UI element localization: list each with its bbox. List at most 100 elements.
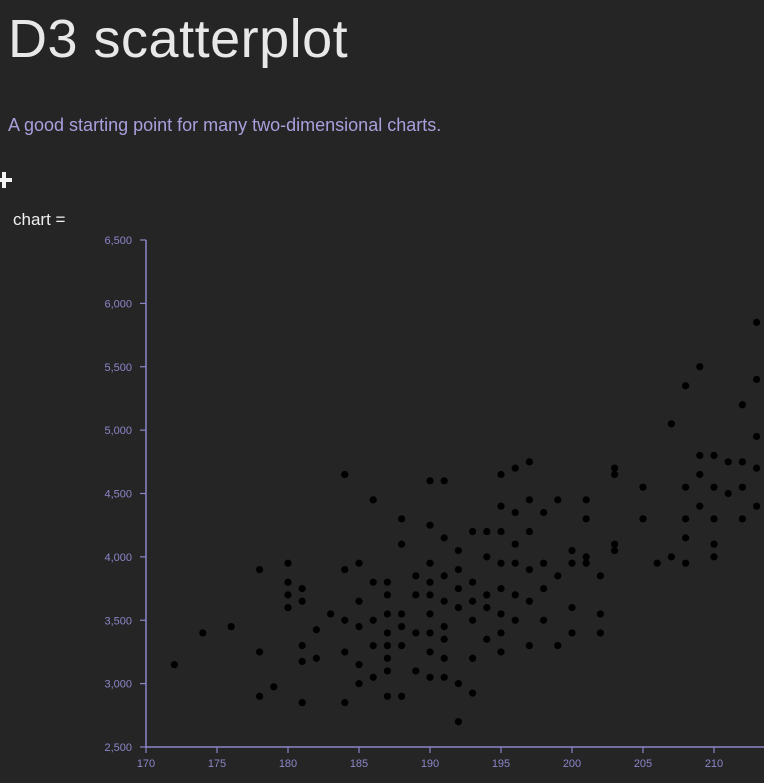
scatter-point — [512, 509, 519, 516]
scatter-point — [682, 484, 689, 491]
scatter-point — [370, 496, 377, 503]
scatter-point — [611, 465, 618, 472]
scatter-point — [341, 699, 348, 706]
scatter-point — [710, 553, 717, 560]
scatter-point — [497, 471, 504, 478]
scatter-point — [412, 667, 419, 674]
scatter-point — [568, 547, 575, 554]
x-tick-label: 175 — [208, 758, 226, 770]
scatter-point — [455, 566, 462, 573]
scatter-point — [412, 591, 419, 598]
scatter-point — [441, 572, 448, 579]
scatter-point — [568, 604, 575, 611]
scatter-point — [512, 591, 519, 598]
scatter-point — [696, 452, 703, 459]
scatter-point — [441, 623, 448, 630]
scatter-point — [398, 515, 405, 522]
scatter-point — [512, 617, 519, 624]
scatter-point — [483, 528, 490, 535]
y-tick-label: 4,000 — [104, 552, 132, 564]
scatter-point — [583, 496, 590, 503]
scatter-point — [597, 572, 604, 579]
scatter-point — [526, 566, 533, 573]
scatter-point — [497, 503, 504, 510]
scatter-point — [441, 598, 448, 605]
scatter-point — [526, 496, 533, 503]
scatter-point — [583, 515, 590, 522]
scatter-point — [512, 560, 519, 567]
scatter-point — [455, 547, 462, 554]
scatter-point — [554, 642, 561, 649]
scatter-point — [355, 560, 362, 567]
add-cell-button[interactable] — [0, 171, 14, 189]
scatter-point — [753, 319, 760, 326]
scatter-point — [469, 528, 476, 535]
scatter-point — [313, 655, 320, 662]
scatter-point — [696, 363, 703, 370]
scatter-point — [540, 585, 547, 592]
scatter-point — [526, 528, 533, 535]
scatter-point — [171, 661, 178, 668]
scatter-point — [299, 642, 306, 649]
scatter-point — [256, 648, 263, 655]
scatter-point — [497, 528, 504, 535]
scatter-point — [270, 683, 277, 690]
scatter-point — [398, 642, 405, 649]
y-tick-label: 6,000 — [104, 298, 132, 310]
y-tick-label: 4,500 — [104, 489, 132, 501]
scatter-point — [611, 541, 618, 548]
scatter-point — [540, 509, 547, 516]
scatter-point — [725, 490, 732, 497]
scatter-point — [526, 598, 533, 605]
scatter-point — [370, 617, 377, 624]
scatter-point — [696, 471, 703, 478]
scatter-point — [284, 579, 291, 586]
x-tick-label: 205 — [634, 758, 652, 770]
scatter-point — [341, 471, 348, 478]
scatter-point — [554, 572, 561, 579]
scatter-point — [441, 477, 448, 484]
scatter-point — [370, 579, 377, 586]
scatter-point — [483, 604, 490, 611]
scatter-point — [441, 636, 448, 643]
scatter-point — [370, 674, 377, 681]
scatter-point — [540, 617, 547, 624]
scatter-point — [384, 591, 391, 598]
scatter-point — [654, 560, 661, 567]
scatter-point — [398, 623, 405, 630]
scatter-point — [412, 629, 419, 636]
scatter-point — [497, 648, 504, 655]
scatter-point — [682, 382, 689, 389]
scatter-point — [710, 541, 717, 548]
scatter-point — [398, 693, 405, 700]
scatter-point — [739, 458, 746, 465]
scatter-point — [639, 515, 646, 522]
scatter-point — [284, 591, 291, 598]
y-tick-label: 5,000 — [104, 425, 132, 437]
scatter-point — [710, 484, 717, 491]
scatter-point — [426, 610, 433, 617]
scatter-point — [512, 465, 519, 472]
scatter-point — [341, 617, 348, 624]
scatter-point — [611, 547, 618, 554]
scatter-point — [526, 458, 533, 465]
scatter-point — [568, 560, 575, 567]
scatter-point — [355, 598, 362, 605]
scatter-point — [426, 522, 433, 529]
scatter-point — [313, 626, 320, 633]
scatter-point — [355, 680, 362, 687]
scatter-point — [455, 680, 462, 687]
scatter-point — [469, 690, 476, 697]
scatter-point — [299, 658, 306, 665]
scatter-point — [668, 420, 675, 427]
scatter-point — [739, 401, 746, 408]
x-tick-label: 170 — [137, 758, 155, 770]
scatter-point — [483, 591, 490, 598]
scatter-point — [583, 560, 590, 567]
scatter-point — [540, 560, 547, 567]
scatter-point — [384, 667, 391, 674]
page-title: D3 scatterplot — [8, 10, 348, 69]
scatter-point — [412, 572, 419, 579]
scatter-point — [426, 477, 433, 484]
x-tick-label: 195 — [492, 758, 510, 770]
